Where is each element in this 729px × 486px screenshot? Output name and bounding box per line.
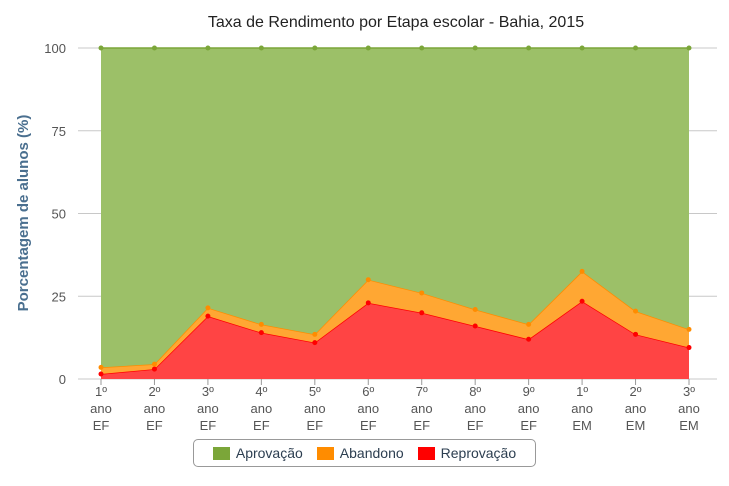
data-point[interactable] <box>98 371 104 377</box>
x-tick-label: EM <box>626 418 646 433</box>
data-point[interactable] <box>258 321 264 327</box>
data-point[interactable] <box>419 290 425 296</box>
data-point[interactable] <box>526 45 532 51</box>
y-axis-label: Porcentagem de alunos (%) <box>15 115 32 312</box>
data-point[interactable] <box>579 268 585 274</box>
x-tick-label: EF <box>200 418 217 433</box>
x-tick-label: ano <box>518 401 540 416</box>
data-point[interactable] <box>98 364 104 370</box>
legend-swatch <box>212 446 230 460</box>
x-tick-label: ano <box>625 401 647 416</box>
x-tick-label: EF <box>467 418 484 433</box>
x-tick-label: ano <box>90 401 112 416</box>
areas <box>100 47 690 379</box>
y-tick-label: 0 <box>59 372 66 387</box>
data-point[interactable] <box>151 361 157 367</box>
data-point[interactable] <box>633 45 639 51</box>
legend-swatch <box>316 446 334 460</box>
data-point[interactable] <box>151 45 157 51</box>
data-point[interactable] <box>205 313 211 319</box>
data-point[interactable] <box>419 310 425 316</box>
x-tick-label: 8º <box>469 384 481 399</box>
legend-label: Abandono <box>339 445 404 461</box>
legend-item-abandono[interactable]: Abandono <box>316 445 404 461</box>
data-point[interactable] <box>205 45 211 51</box>
x-tick-label: EF <box>520 418 537 433</box>
chart-title: Taxa de Rendimento por Etapa escolar - B… <box>208 14 584 31</box>
data-point[interactable] <box>526 321 532 327</box>
data-point[interactable] <box>633 331 639 337</box>
data-point[interactable] <box>151 366 157 372</box>
data-point[interactable] <box>205 305 211 311</box>
x-axis: 1º ano EF 2º ano EF 3º ano EF 4º ano EF 5º ano EF 6º ano… <box>90 379 700 433</box>
area-2 <box>101 48 689 368</box>
area-0 <box>101 301 689 379</box>
data-point[interactable] <box>579 298 585 304</box>
x-tick-label: 3º <box>202 384 214 399</box>
x-tick-label: 1º <box>576 384 588 399</box>
legend-label: Aprovação <box>235 445 303 461</box>
data-point[interactable] <box>472 306 478 312</box>
y-tick-label: 50 <box>52 207 66 222</box>
x-tick-label: ano <box>251 401 273 416</box>
data-point[interactable] <box>579 45 585 51</box>
data-point[interactable] <box>98 45 104 51</box>
data-point[interactable] <box>472 45 478 51</box>
data-point[interactable] <box>633 308 639 314</box>
points <box>98 45 692 377</box>
x-tick-label: 5º <box>309 384 321 399</box>
x-tick-label: EF <box>146 418 163 433</box>
legend-swatch <box>417 446 435 460</box>
area-1 <box>101 271 689 375</box>
data-point[interactable] <box>312 45 318 51</box>
y-tick-label: 100 <box>44 41 66 56</box>
x-tick-label: ano <box>678 401 700 416</box>
x-tick-label: 9º <box>523 384 535 399</box>
data-point[interactable] <box>258 330 264 336</box>
y-tick-label: 75 <box>52 124 66 139</box>
x-tick-label: 3º <box>683 384 695 399</box>
x-tick-label: ano <box>197 401 219 416</box>
x-tick-label: ano <box>357 401 379 416</box>
x-tick-label: ano <box>571 401 593 416</box>
y-tick-label: 25 <box>52 289 66 304</box>
legend: Aprovação Abandono Reprovação <box>193 439 536 467</box>
x-tick-label: EF <box>253 418 270 433</box>
data-point[interactable] <box>686 326 692 332</box>
x-tick-label: 1º <box>95 384 107 399</box>
data-point[interactable] <box>686 345 692 351</box>
x-tick-label: 2º <box>148 384 160 399</box>
x-tick-label: EF <box>307 418 324 433</box>
legend-label: Reprovação <box>440 445 517 461</box>
legend-item-reprovacao[interactable]: Reprovação <box>417 445 517 461</box>
data-point[interactable] <box>526 336 532 342</box>
x-tick-label: EF <box>93 418 110 433</box>
x-tick-label: 2º <box>630 384 642 399</box>
data-point[interactable] <box>365 45 371 51</box>
x-tick-label: EF <box>413 418 430 433</box>
x-tick-label: 6º <box>362 384 374 399</box>
y-axis: 0 25 50 75 100 <box>44 41 66 387</box>
data-point[interactable] <box>686 45 692 51</box>
data-point[interactable] <box>258 45 264 51</box>
x-tick-label: EF <box>360 418 377 433</box>
data-point[interactable] <box>365 277 371 283</box>
data-point[interactable] <box>312 331 318 337</box>
x-tick-label: 7º <box>416 384 428 399</box>
x-tick-label: ano <box>464 401 486 416</box>
data-point[interactable] <box>365 300 371 306</box>
x-tick-label: 4º <box>255 384 267 399</box>
x-tick-label: EM <box>679 418 699 433</box>
x-tick-label: ano <box>411 401 433 416</box>
x-tick-label: ano <box>304 401 326 416</box>
legend-item-aprovacao[interactable]: Aprovação <box>212 445 303 461</box>
x-tick-label: ano <box>144 401 166 416</box>
data-point[interactable] <box>419 45 425 51</box>
data-point[interactable] <box>472 323 478 329</box>
x-tick-label: EM <box>572 418 592 433</box>
data-point[interactable] <box>312 340 318 346</box>
